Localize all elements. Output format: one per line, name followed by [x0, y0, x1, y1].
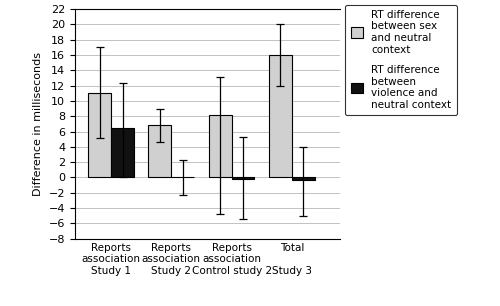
Bar	[232, 177, 254, 179]
Bar	[292, 177, 314, 180]
Legend: RT difference
between sex
and neutral
context, RT difference
between
violence an: RT difference between sex and neutral co…	[346, 5, 457, 115]
Bar	[88, 93, 111, 177]
Bar	[269, 55, 292, 177]
Bar	[208, 115, 232, 177]
Bar	[111, 128, 134, 177]
Bar	[148, 125, 172, 177]
Y-axis label: Difference in milliseconds: Difference in milliseconds	[33, 52, 43, 196]
